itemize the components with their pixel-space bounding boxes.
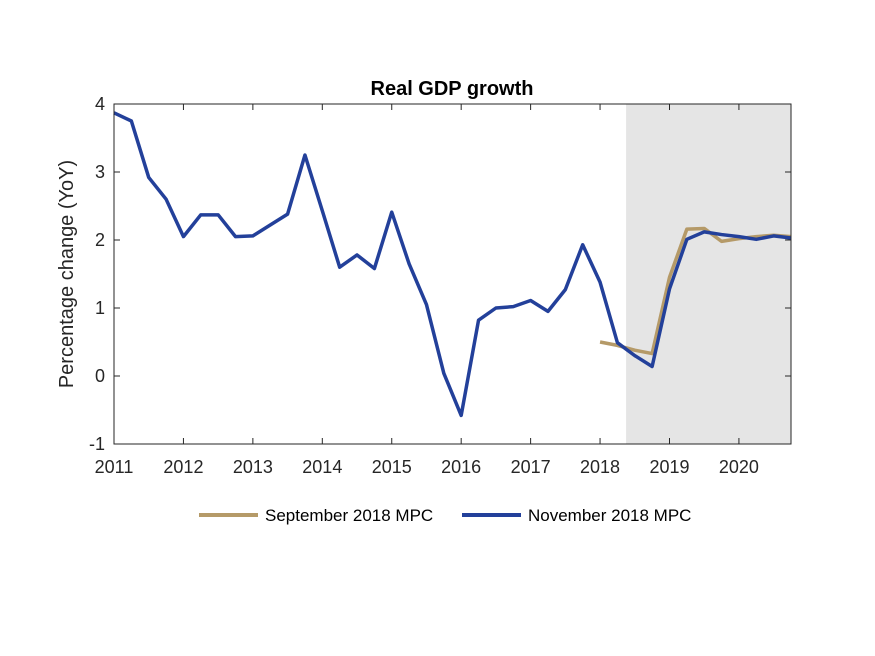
forecast-shade [626,104,791,444]
x-tick-label: 2011 [95,457,134,477]
x-tick-label: 2015 [372,457,412,477]
ticks-layer: -1 0 1 2 3 4 2011 2012 2013 2014 2015 2016 2017 2018 2… [89,94,791,477]
legend: September 2018 MPC November 2018 MPC [199,506,691,525]
legend-label-november-2018-mpc: November 2018 MPC [528,506,691,525]
y-axis-label: Percentage change (YoY) [56,160,78,388]
x-tick-label: 2018 [580,457,620,477]
forecast-shade-layer [626,104,791,444]
series-line-september-2018-mpc [599,226,792,356]
x-tick-label: 2017 [511,457,551,477]
y-tick-label: 0 [95,366,105,386]
x-tick-label: 2019 [649,457,689,477]
y-tick-label: 3 [95,162,105,182]
x-tick-label: 2014 [302,457,342,477]
x-tick-label: 2012 [163,457,203,477]
series-layer [113,111,792,418]
series-line-november-2018-mpc [113,111,792,418]
x-tick-label: 2020 [719,457,759,477]
chart-title: Real GDP growth [371,78,534,100]
x-tick-label: 2016 [441,457,481,477]
axes-layer [113,103,792,445]
x-tick-label: 2013 [233,457,273,477]
y-tick-label: 1 [95,298,105,318]
y-tick-label: -1 [89,434,105,454]
legend-label-september-2018-mpc: September 2018 MPC [265,506,433,525]
y-tick-label: 4 [95,94,105,114]
axes-box [113,103,792,445]
y-tick-label: 2 [95,230,105,250]
